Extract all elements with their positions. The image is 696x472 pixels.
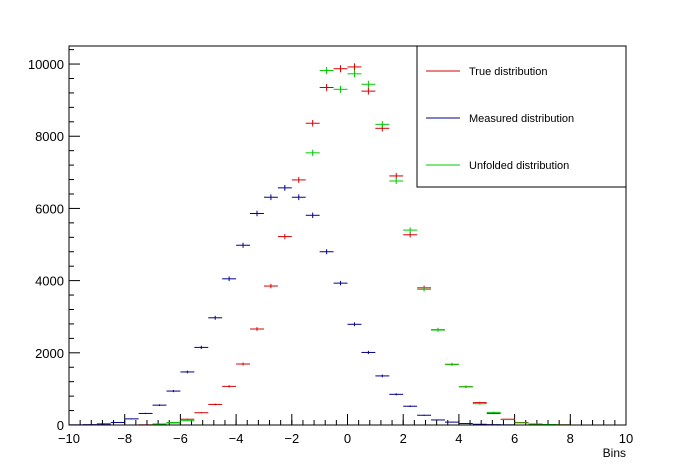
unfolded-distribution-point xyxy=(472,402,487,405)
legend-label-measured-distribution: Measured distribution xyxy=(469,113,574,125)
measured-distribution-point xyxy=(333,280,348,286)
measured-distribution-point xyxy=(319,249,334,255)
legend-item-true-distribution: True distribution xyxy=(426,66,547,78)
unfolded-distribution-point xyxy=(417,287,432,292)
true-distribution-point xyxy=(180,418,195,420)
measured-distribution-point xyxy=(417,414,432,416)
true-distribution-point xyxy=(319,84,334,91)
unfolded-distribution-point xyxy=(500,419,515,421)
measured-distribution-point xyxy=(444,421,459,423)
unfolded-distribution-point xyxy=(431,328,445,332)
unfolded-distribution-point xyxy=(514,422,529,424)
unfolded-distribution-point xyxy=(319,66,334,75)
x-tick-label: −2 xyxy=(284,431,299,446)
measured-distribution-point xyxy=(403,405,418,408)
unfolded-distribution-point xyxy=(444,362,459,366)
unfolded-distribution-point xyxy=(458,385,473,388)
measured-distribution-point xyxy=(305,212,320,219)
x-tick-label: 8 xyxy=(567,431,574,446)
true-distribution-point xyxy=(208,403,223,406)
plot-frame xyxy=(68,45,627,426)
true-distribution-point xyxy=(333,65,348,73)
measured-distribution-point xyxy=(180,370,195,374)
axes: −10 −8 −6 −4 −2 0 2 4 6 8 10 0 2000 4000 6000 8000 10000 xyxy=(28,49,633,446)
legend: True distribution Measured distribution Un… xyxy=(416,45,627,188)
unfolded-distribution-point xyxy=(166,421,181,423)
x-axis-label: Bins xyxy=(603,446,626,460)
true-distribution-point xyxy=(236,362,251,366)
true-distribution-point xyxy=(361,87,376,95)
legend-box xyxy=(416,45,627,188)
measured-distribution-point xyxy=(431,419,445,421)
unfolded-distribution-point xyxy=(486,411,501,414)
measured-distribution-point xyxy=(291,194,306,201)
unfolded-distribution-point xyxy=(333,85,348,93)
y-tick-label: 0 xyxy=(57,418,64,433)
measured-distribution-point xyxy=(208,315,223,320)
x-tick-label: 4 xyxy=(455,431,462,446)
true-distribution-point xyxy=(222,385,237,388)
unfolded-distribution-point xyxy=(403,227,418,233)
y-tick-label: 6000 xyxy=(35,201,64,216)
x-tick-label: 0 xyxy=(344,431,351,446)
x-tick-label: −4 xyxy=(229,431,244,446)
legend-item-unfolded-distribution: Unfolded distribution xyxy=(426,160,569,172)
true-distribution-point xyxy=(403,232,418,238)
legend-label-unfolded-distribution: Unfolded distribution xyxy=(469,160,569,172)
true-distribution-point xyxy=(305,119,320,127)
measured-distribution-point xyxy=(277,184,292,191)
unfolded-distribution-point xyxy=(347,70,362,78)
x-tick-label: −10 xyxy=(58,431,80,446)
x-tick-label: 6 xyxy=(511,431,518,446)
measured-distribution-point xyxy=(347,322,362,327)
true-distribution-point xyxy=(389,172,404,179)
legend-label-true-distribution: True distribution xyxy=(469,66,547,78)
true-distribution-point xyxy=(250,327,264,331)
unfolded-distribution-point xyxy=(305,149,320,156)
measured-distribution-point xyxy=(250,210,264,217)
true-distribution-point xyxy=(263,283,278,289)
measured-distribution-point xyxy=(222,276,237,282)
measured-distribution-point xyxy=(124,418,139,420)
unfolded-distribution-point xyxy=(361,80,376,88)
unfolded-distribution-point xyxy=(375,121,390,128)
y-tick-label: 2000 xyxy=(35,346,64,361)
y-tick-label: 8000 xyxy=(35,129,64,144)
measured-distribution-point xyxy=(375,374,390,378)
measured-distribution-point xyxy=(110,421,125,423)
x-tick-label: 2 xyxy=(400,431,407,446)
unfolded-distribution-point xyxy=(180,420,195,422)
true-distribution-point xyxy=(291,176,306,183)
x-tick-label: −6 xyxy=(173,431,188,446)
true-distribution-point xyxy=(277,233,292,240)
unfolded-distribution-point xyxy=(389,178,404,184)
x-tick-label: 10 xyxy=(619,431,633,446)
y-tick-label: 4000 xyxy=(35,274,64,289)
measured-distribution-point xyxy=(166,389,181,393)
measured-distribution-point xyxy=(138,412,153,415)
measured-distribution-point xyxy=(361,350,376,355)
true-distribution-point xyxy=(347,63,362,71)
measured-distribution-point xyxy=(152,404,167,406)
x-tick-label: −8 xyxy=(117,431,132,446)
measured-distribution-point xyxy=(389,393,404,396)
measured-distribution-point xyxy=(263,194,278,201)
y-tick-label: 10000 xyxy=(28,57,64,72)
true-distribution-point xyxy=(194,412,209,414)
legend-item-measured-distribution: Measured distribution xyxy=(426,113,574,125)
measured-distribution-point xyxy=(236,242,251,248)
measured-distribution-point xyxy=(194,345,209,350)
